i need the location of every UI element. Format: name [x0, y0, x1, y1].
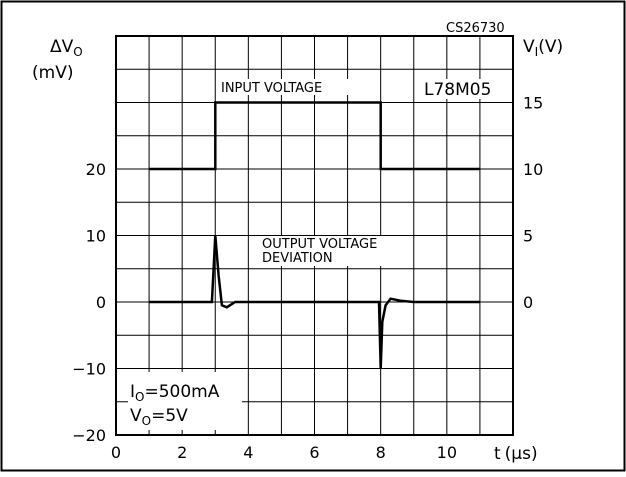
right-axis-title: VI(V): [523, 37, 563, 59]
condition-voltage: VO=5V: [130, 406, 188, 428]
plot-area-border: [115, 35, 514, 436]
x-axis-tick-label: 4: [243, 443, 253, 462]
left-axis-tick-label: 20: [86, 160, 106, 179]
input-label-bg: [218, 79, 350, 95]
left-axis-tick-label: 10: [86, 227, 106, 246]
code-label: CS26730: [446, 21, 505, 36]
right-axis-tick-label: 15: [523, 94, 543, 113]
left-axis-tick-label: 0: [96, 293, 106, 312]
left-axis-title: ΔVO: [50, 37, 83, 59]
condition-current: IO=500mA: [130, 382, 220, 404]
axis-ticks: 20 10 0 −10 −20 15 10 5 0 0 2 4 6 8 10: [72, 94, 543, 463]
chart-series: [149, 101, 480, 369]
right-axis-tick-label: 0: [523, 293, 533, 312]
left-axis-tick-label: −20: [72, 426, 106, 445]
x-axis-title: t (μs): [494, 444, 538, 464]
x-axis-tick-label: 6: [309, 443, 319, 462]
code-label-bg: [442, 20, 512, 34]
x-axis-tick-label: 2: [177, 443, 187, 462]
device-label: L78M05: [424, 80, 491, 100]
x-axis-tick-label: 8: [376, 443, 386, 462]
output-voltage-label-line2: DEVIATION: [262, 251, 333, 266]
left-axis-unit: (mV): [32, 63, 73, 83]
right-axis-tick-label: 5: [523, 227, 533, 246]
left-axis-tick-label: −10: [72, 360, 106, 379]
input-voltage-line: [149, 101, 480, 171]
x-axis-tick-label: 10: [437, 443, 457, 462]
right-axis-tick-label: 10: [523, 160, 543, 179]
output-voltage-label-line1: OUTPUT VOLTAGE: [262, 237, 377, 252]
output-label-bg: [259, 236, 413, 266]
device-label-bg: [420, 79, 498, 99]
conditions-bg: [128, 372, 242, 430]
output-deviation-line: [149, 235, 480, 369]
input-voltage-label: INPUT VOLTAGE: [221, 81, 322, 96]
x-axis-tick-label: 0: [111, 443, 121, 462]
